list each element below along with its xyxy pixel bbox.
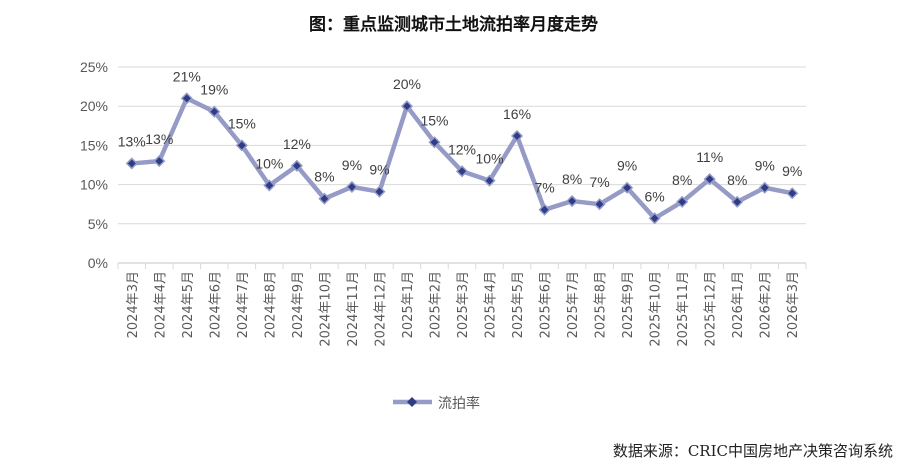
- data-point: [593, 198, 606, 211]
- data-point: [208, 105, 221, 118]
- data-point: [125, 157, 138, 170]
- x-tick-label: 2025年4月: [484, 271, 499, 338]
- x-tick-label: 2024年11月: [346, 271, 361, 347]
- x-tick-label: 2025年2月: [428, 271, 443, 338]
- data-label: 9%: [369, 162, 389, 178]
- data-point: [648, 212, 661, 225]
- x-tick-label: 2025年1月: [401, 271, 416, 338]
- x-tick-label: 2025年7月: [566, 271, 581, 338]
- x-tick-label: 2024年3月: [126, 271, 141, 338]
- data-point: [621, 181, 634, 194]
- x-tick-label: 2024年8月: [263, 271, 278, 338]
- data-label: 8%: [562, 171, 582, 187]
- x-tick-label: 2025年12月: [704, 271, 719, 347]
- x-tick-label: 2026年1月: [731, 271, 746, 338]
- legend-marker-icon: [407, 397, 417, 407]
- y-tick-label: 0%: [88, 255, 108, 271]
- x-tick-label: 2024年5月: [181, 271, 196, 338]
- data-label: 7%: [534, 180, 554, 196]
- data-point: [566, 195, 579, 208]
- data-label: 20%: [393, 76, 421, 92]
- x-tick-label: 2025年5月: [511, 271, 526, 338]
- data-label: 6%: [645, 188, 665, 204]
- data-point: [428, 136, 441, 149]
- x-tick-label: 2026年2月: [759, 271, 774, 338]
- x-tick-label: 2025年8月: [594, 271, 609, 338]
- data-point: [318, 192, 331, 205]
- y-tick-label: 5%: [88, 216, 108, 232]
- data-point: [758, 181, 771, 194]
- data-label: 8%: [727, 172, 747, 188]
- data-point: [400, 100, 414, 113]
- data-label: 9%: [342, 157, 362, 173]
- data-label: 11%: [696, 149, 723, 165]
- data-label: 9%: [617, 158, 637, 174]
- data-label: 15%: [228, 115, 256, 131]
- y-tick-label: 25%: [80, 59, 108, 75]
- data-point: [731, 195, 744, 208]
- data-label: 12%: [448, 141, 476, 157]
- x-tick-label: 2025年9月: [621, 271, 636, 338]
- x-tick-label: 2025年3月: [456, 271, 471, 338]
- legend-label: 流拍率: [438, 395, 480, 412]
- x-tick-label: 2024年12月: [373, 271, 388, 347]
- data-label: 21%: [173, 68, 201, 84]
- x-tick-label: 2026年3月: [786, 271, 801, 338]
- data-point: [345, 180, 358, 194]
- data-point: [373, 185, 386, 198]
- data-point: [455, 165, 469, 178]
- x-tick-label: 2025年11月: [676, 271, 691, 347]
- x-tick-label: 2025年6月: [539, 271, 554, 338]
- data-label: 13%: [145, 131, 173, 147]
- x-tick-label: 2024年10月: [318, 271, 333, 347]
- data-point: [290, 159, 303, 172]
- y-tick-label: 20%: [80, 98, 108, 114]
- data-point: [483, 174, 496, 187]
- data-label: 16%: [503, 106, 531, 122]
- data-label: 8%: [672, 172, 692, 188]
- data-point: [538, 203, 551, 216]
- data-source: 数据来源：CRIC中国房地产决策咨询系统: [612, 442, 893, 460]
- data-label: 7%: [589, 174, 609, 190]
- x-tick-label: 2024年4月: [153, 271, 168, 338]
- data-point: [180, 92, 193, 105]
- data-label: 13%: [118, 133, 146, 149]
- x-tick-label: 2024年9月: [291, 271, 306, 338]
- data-point: [235, 139, 248, 152]
- y-tick-label: 15%: [80, 137, 108, 153]
- chart-title: 图：重点监测城市土地流拍率月度走势: [309, 15, 598, 35]
- data-point: [263, 179, 276, 192]
- x-tick-label: 2025年10月: [649, 271, 664, 347]
- data-label: 9%: [755, 158, 775, 174]
- data-point: [510, 129, 524, 143]
- data-point: [703, 173, 716, 186]
- data-point: [786, 187, 799, 200]
- x-tick-label: 2024年7月: [236, 271, 251, 338]
- data-label: 10%: [476, 151, 504, 167]
- data-point: [676, 195, 689, 208]
- data-label: 10%: [255, 155, 283, 171]
- data-label: 9%: [782, 163, 802, 179]
- data-label: 15%: [420, 112, 448, 128]
- x-tick-label: 2024年6月: [208, 271, 223, 338]
- data-label: 8%: [314, 169, 334, 185]
- data-label: 19%: [200, 82, 228, 98]
- data-point: [153, 155, 166, 168]
- y-tick-label: 10%: [80, 177, 108, 193]
- data-label: 12%: [283, 136, 311, 152]
